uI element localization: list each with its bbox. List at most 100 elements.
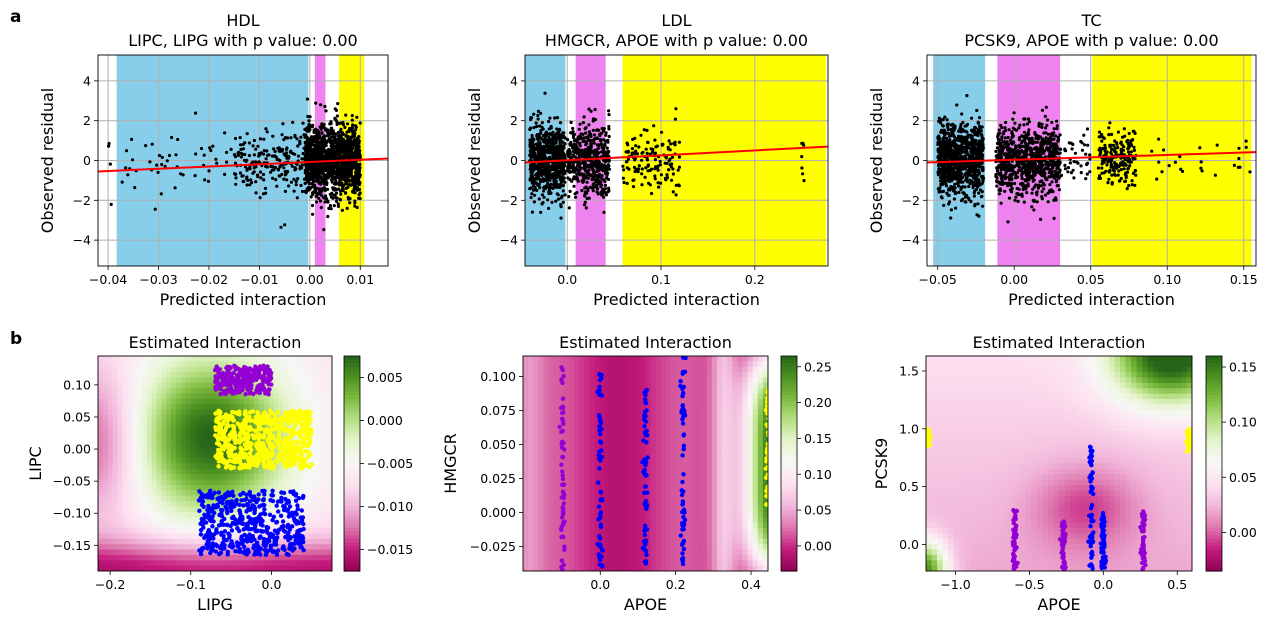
data-point bbox=[1044, 131, 1048, 135]
data-point bbox=[977, 116, 982, 120]
data-point bbox=[1110, 163, 1114, 167]
data-point bbox=[1024, 143, 1028, 147]
data-point bbox=[952, 187, 956, 191]
data-point bbox=[326, 176, 330, 180]
data-point bbox=[356, 163, 360, 168]
data-point bbox=[1040, 190, 1044, 194]
data-point bbox=[1050, 170, 1054, 174]
data-point bbox=[558, 185, 562, 190]
data-point bbox=[576, 147, 580, 151]
data-point bbox=[336, 102, 340, 106]
data-point bbox=[1035, 146, 1039, 150]
data-point bbox=[1056, 137, 1061, 142]
data-point bbox=[587, 107, 591, 111]
data-point bbox=[324, 109, 328, 113]
data-point bbox=[322, 228, 326, 232]
data-point bbox=[209, 148, 213, 153]
data-point bbox=[336, 130, 341, 134]
data-point bbox=[582, 177, 586, 181]
data-point bbox=[999, 123, 1003, 127]
data-point bbox=[941, 147, 946, 151]
data-point bbox=[963, 157, 967, 161]
data-point bbox=[594, 160, 598, 164]
data-point bbox=[313, 187, 318, 191]
data-point bbox=[1024, 184, 1028, 188]
data-point bbox=[291, 120, 295, 124]
data-point bbox=[971, 185, 975, 190]
data-point bbox=[319, 176, 323, 180]
data-point bbox=[1044, 136, 1048, 140]
data-point bbox=[289, 136, 293, 140]
data-point bbox=[322, 122, 326, 127]
data-point bbox=[540, 121, 544, 125]
data-point bbox=[1040, 122, 1044, 126]
data-point bbox=[1020, 174, 1024, 178]
data-point bbox=[1001, 144, 1005, 148]
data-point bbox=[561, 131, 565, 135]
data-point bbox=[305, 152, 309, 156]
data-point bbox=[550, 144, 554, 148]
data-point bbox=[622, 168, 626, 172]
data-point bbox=[211, 144, 215, 148]
data-point bbox=[539, 145, 543, 149]
data-point bbox=[571, 167, 576, 171]
data-point bbox=[344, 113, 348, 117]
data-point bbox=[281, 122, 285, 126]
data-point bbox=[585, 153, 589, 157]
data-point bbox=[997, 192, 1002, 196]
data-point bbox=[258, 153, 262, 157]
data-point bbox=[233, 172, 237, 176]
data-point bbox=[357, 193, 361, 197]
data-point bbox=[942, 154, 946, 158]
data-point bbox=[333, 138, 337, 142]
data-point bbox=[1085, 127, 1090, 131]
data-point bbox=[314, 173, 318, 178]
data-point bbox=[670, 162, 674, 166]
data-point bbox=[328, 131, 332, 135]
data-point bbox=[996, 168, 1000, 172]
data-point bbox=[1066, 166, 1070, 170]
data-point bbox=[1043, 166, 1048, 170]
data-point bbox=[676, 168, 680, 172]
data-point bbox=[1088, 170, 1092, 174]
data-point bbox=[258, 170, 263, 174]
data-point bbox=[290, 164, 294, 168]
data-point bbox=[1022, 171, 1026, 175]
data-point bbox=[1013, 198, 1017, 202]
data-point bbox=[554, 149, 558, 153]
data-point bbox=[976, 180, 980, 184]
data-point bbox=[339, 149, 343, 153]
data-point bbox=[238, 171, 242, 175]
data-point bbox=[592, 137, 596, 141]
data-point bbox=[1008, 150, 1012, 154]
data-point bbox=[1054, 180, 1058, 184]
data-point bbox=[275, 184, 279, 188]
data-point bbox=[348, 141, 352, 145]
data-point bbox=[965, 142, 969, 146]
data-point bbox=[299, 183, 303, 188]
data-point bbox=[233, 136, 238, 141]
data-point bbox=[1122, 127, 1126, 131]
data-point bbox=[536, 117, 540, 121]
data-point bbox=[1070, 147, 1074, 151]
data-point bbox=[542, 148, 547, 152]
data-point bbox=[305, 168, 310, 172]
data-point bbox=[309, 163, 313, 167]
data-point bbox=[1011, 140, 1015, 144]
data-point bbox=[975, 164, 979, 168]
data-point bbox=[348, 126, 352, 131]
data-point bbox=[1010, 131, 1014, 136]
data-point bbox=[555, 182, 559, 187]
data-point bbox=[556, 147, 561, 151]
data-point bbox=[595, 136, 599, 140]
data-point bbox=[1017, 164, 1021, 168]
data-point bbox=[561, 172, 565, 176]
data-point bbox=[640, 158, 644, 162]
data-point bbox=[636, 170, 640, 174]
data-point bbox=[971, 139, 975, 143]
data-point bbox=[556, 162, 560, 166]
data-point bbox=[529, 165, 533, 169]
data-point bbox=[969, 162, 973, 166]
data-point bbox=[946, 146, 950, 150]
data-point bbox=[1017, 126, 1021, 130]
